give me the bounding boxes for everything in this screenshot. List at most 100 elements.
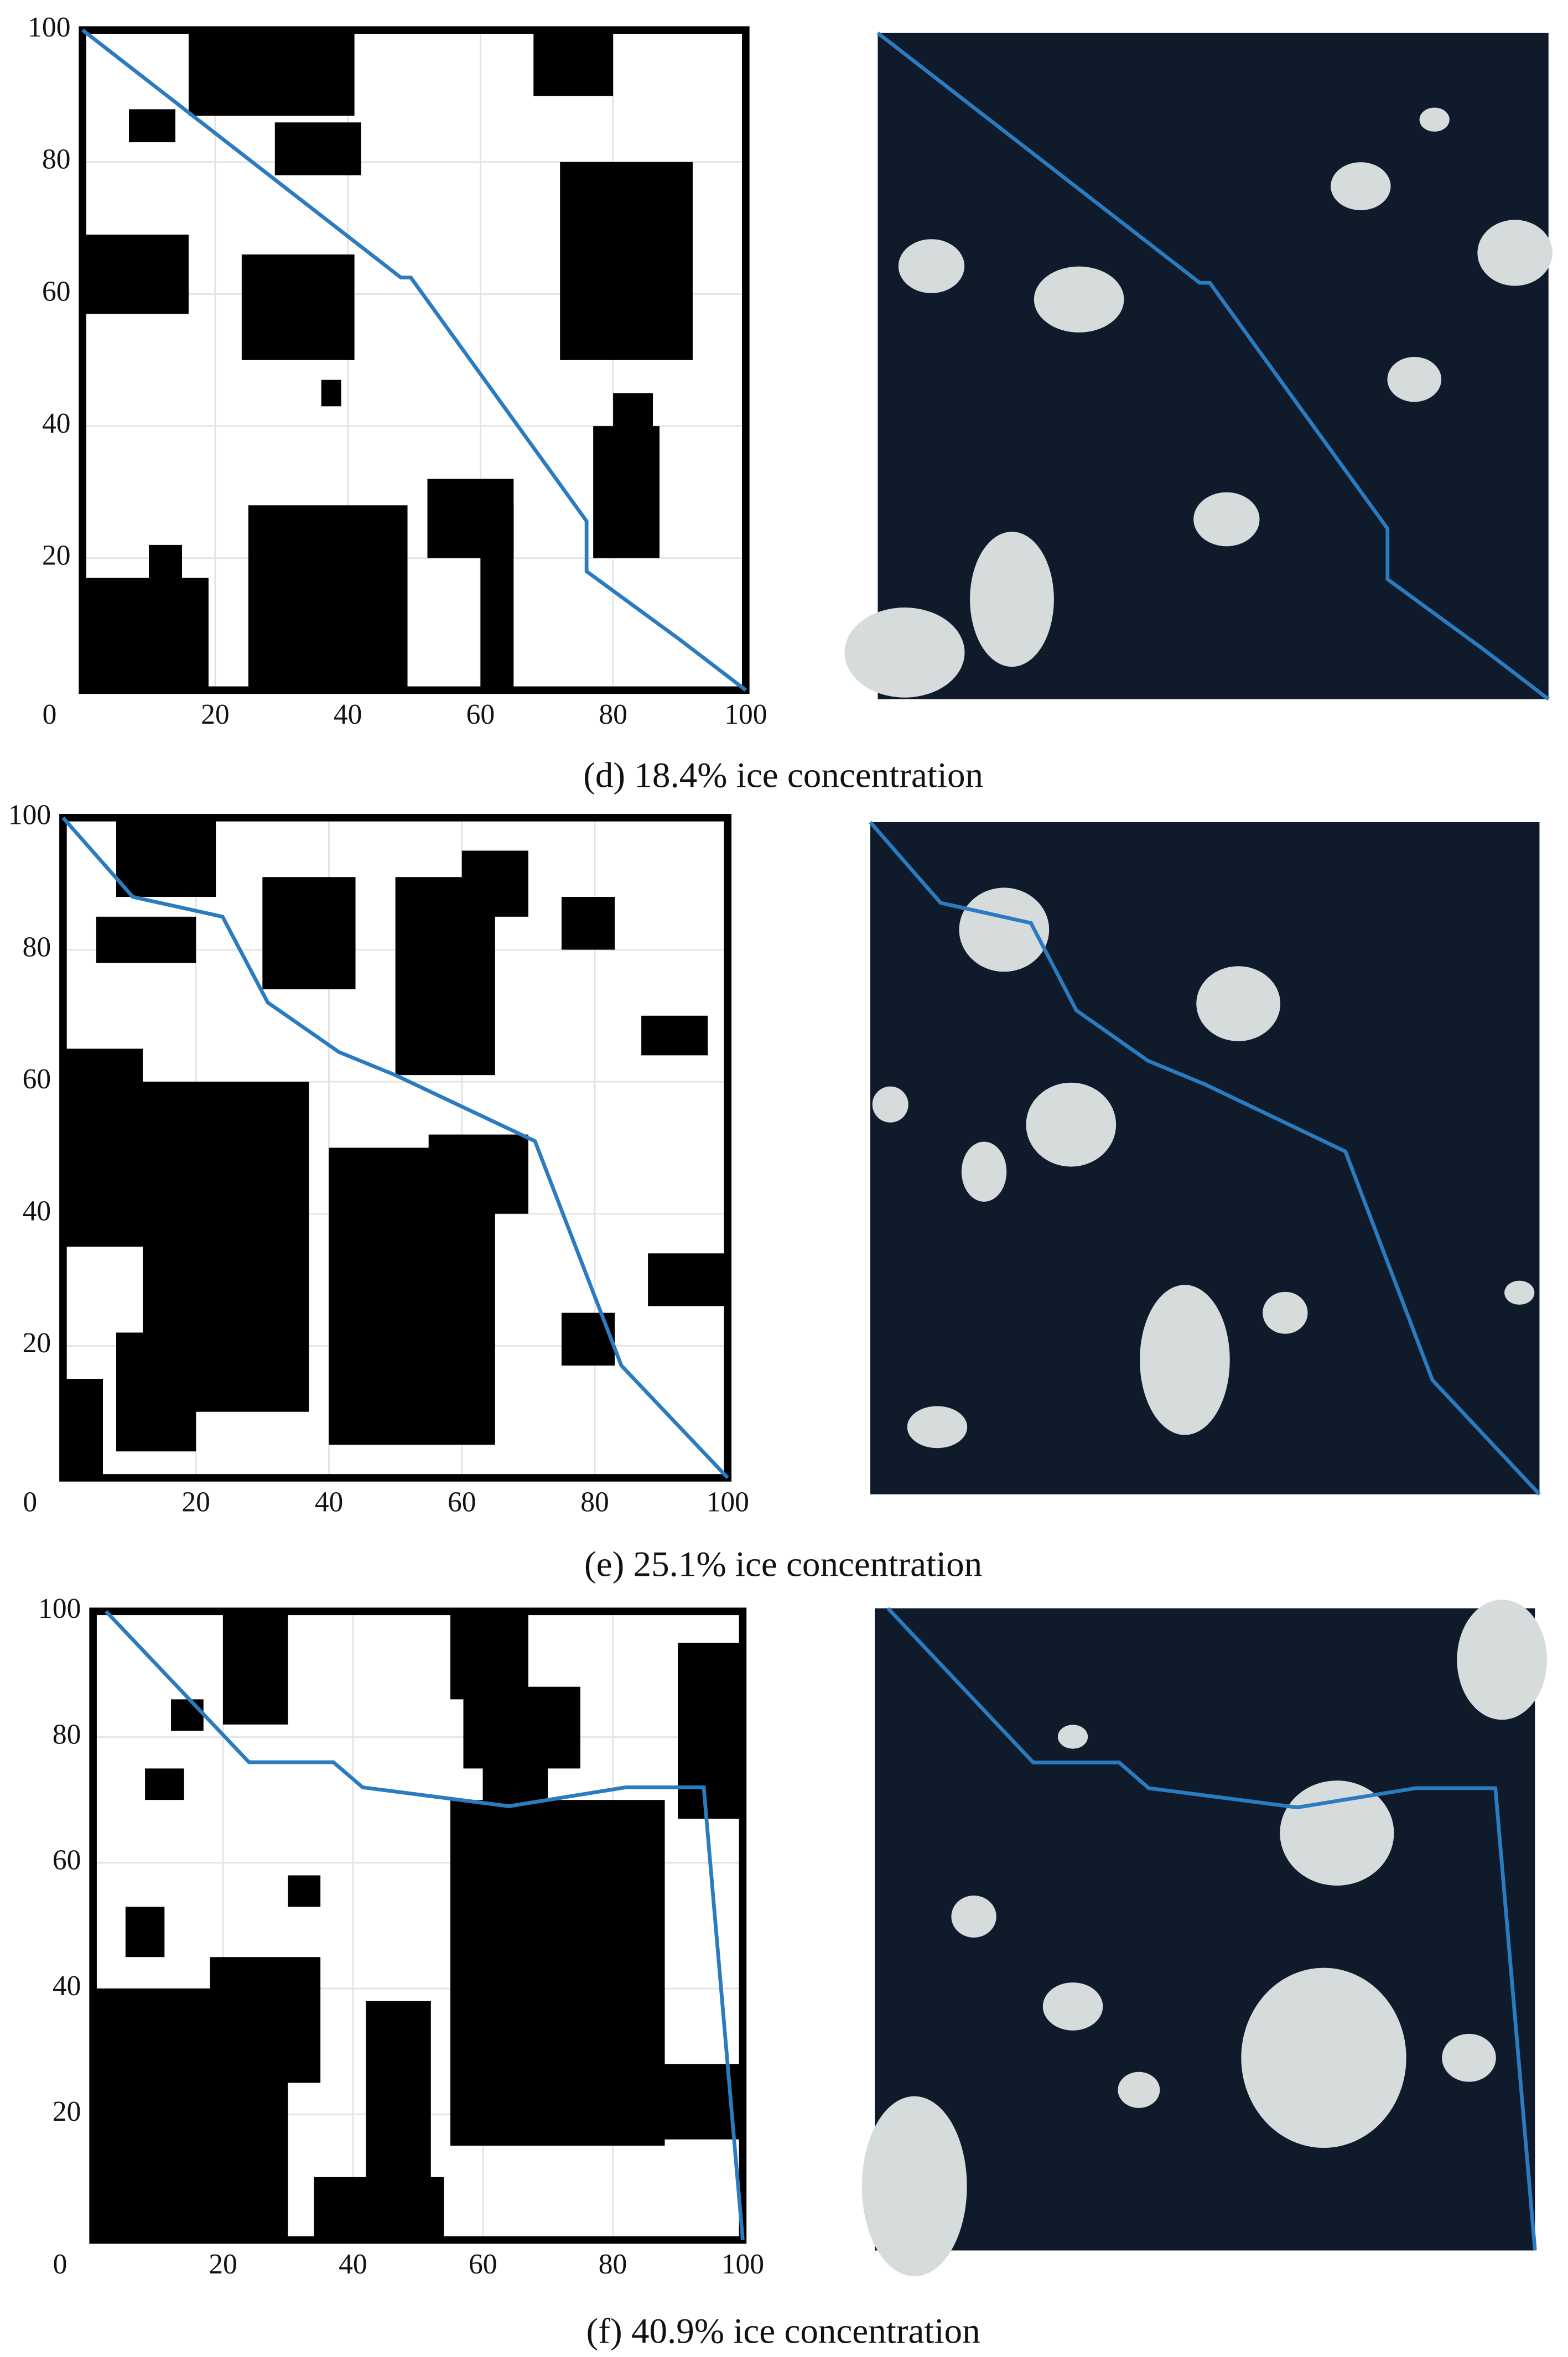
ice-floe bbox=[907, 1406, 968, 1449]
x-tick-label: 100 bbox=[721, 2249, 764, 2280]
map-frame bbox=[79, 26, 750, 694]
obstacle bbox=[613, 393, 653, 492]
ice-floe bbox=[1057, 1725, 1088, 1749]
obstacle bbox=[366, 2001, 431, 2190]
obstacle bbox=[561, 897, 615, 950]
x-tick-label: 40 bbox=[315, 1487, 344, 1518]
x-tick-label: 20 bbox=[181, 1487, 210, 1518]
x-tick-label: 0 bbox=[23, 1487, 37, 1518]
y-tick-label: 60 bbox=[23, 1063, 51, 1095]
x-tick-label: 20 bbox=[209, 2249, 237, 2280]
obstacle bbox=[461, 850, 528, 917]
path-line bbox=[105, 1610, 745, 2240]
obstacle bbox=[560, 162, 693, 360]
ice-floe bbox=[1042, 1982, 1103, 2031]
obstacle bbox=[82, 578, 209, 691]
caption: (f) 40.9% ice concentration bbox=[586, 2311, 980, 2351]
ice-floe bbox=[861, 2096, 967, 2277]
x-tick-label: 60 bbox=[448, 1487, 476, 1518]
obstacle bbox=[116, 817, 216, 897]
obstacle bbox=[145, 1768, 184, 1800]
obstacle bbox=[116, 1332, 196, 1452]
obstacle bbox=[641, 1015, 708, 1056]
obstacle bbox=[63, 1048, 143, 1247]
y-tick-label: 40 bbox=[53, 1970, 81, 2002]
y-tick-label: 20 bbox=[42, 540, 71, 572]
obstacle bbox=[648, 1253, 728, 1306]
ice-floe bbox=[1504, 1280, 1535, 1305]
obstacle bbox=[480, 505, 514, 691]
y-tick-label: 80 bbox=[53, 1719, 81, 1750]
obstacle bbox=[248, 505, 408, 691]
ice-floe bbox=[1193, 492, 1260, 547]
ice-floe bbox=[1263, 1291, 1308, 1334]
x-tick-label: 0 bbox=[43, 699, 57, 730]
ice-floe bbox=[1457, 1600, 1548, 1720]
ice-floe bbox=[1477, 220, 1553, 286]
obstacle bbox=[188, 30, 355, 116]
y-tick-label: 40 bbox=[23, 1196, 51, 1227]
ice-floe bbox=[1034, 266, 1124, 333]
caption: (d) 18.4% ice concentration bbox=[583, 755, 983, 795]
obstacle bbox=[210, 1957, 321, 2083]
y-tick-label: 60 bbox=[53, 1845, 81, 1876]
ice-floe bbox=[898, 239, 965, 293]
obstacle bbox=[96, 916, 196, 963]
obstacle bbox=[677, 1643, 743, 1819]
ice-floe bbox=[872, 1086, 908, 1123]
ice-floe bbox=[1419, 107, 1450, 132]
x-tick-label: 60 bbox=[469, 2249, 497, 2280]
x-tick-label: 0 bbox=[53, 2249, 68, 2280]
y-tick-label: 80 bbox=[23, 931, 51, 963]
ice-floe bbox=[1331, 162, 1391, 210]
obstacle bbox=[321, 380, 341, 407]
obstacle bbox=[288, 1875, 321, 1907]
obstacle bbox=[149, 544, 182, 578]
map-frame bbox=[89, 1607, 747, 2244]
obstacle bbox=[533, 30, 614, 96]
map-frame bbox=[59, 814, 732, 1482]
obstacle bbox=[482, 1749, 548, 1825]
path-line bbox=[81, 28, 747, 692]
ice-floe bbox=[970, 532, 1054, 667]
y-tick-label: 20 bbox=[23, 1327, 51, 1359]
x-tick-label: 100 bbox=[707, 1487, 749, 1518]
image-path bbox=[886, 1607, 1537, 2251]
ice-floe bbox=[1196, 966, 1281, 1041]
ice-floe bbox=[1241, 1967, 1406, 2148]
obstacle bbox=[274, 122, 361, 175]
x-tick-label: 60 bbox=[466, 699, 495, 730]
x-tick-label: 80 bbox=[599, 699, 627, 730]
ice-floe bbox=[951, 1896, 996, 1938]
x-tick-label: 40 bbox=[334, 699, 362, 730]
y-tick-label: 100 bbox=[8, 799, 51, 831]
obstacle bbox=[125, 1907, 165, 1958]
obstacle bbox=[450, 1800, 665, 2146]
y-tick-label: 60 bbox=[42, 276, 71, 307]
ice-floe bbox=[1026, 1082, 1117, 1167]
ice-floe bbox=[844, 608, 965, 698]
ice-floe bbox=[1387, 357, 1442, 402]
caption: (e) 25.1% ice concentration bbox=[584, 1545, 982, 1585]
y-tick-label: 100 bbox=[38, 1593, 81, 1624]
obstacle bbox=[241, 254, 355, 360]
obstacle bbox=[561, 1312, 615, 1366]
ice-floe bbox=[1442, 2033, 1496, 2082]
obstacle bbox=[63, 1379, 103, 1478]
x-tick-label: 80 bbox=[599, 2249, 627, 2280]
obstacle bbox=[129, 109, 175, 143]
obstacle bbox=[262, 877, 356, 990]
x-tick-label: 80 bbox=[580, 1487, 609, 1518]
obstacle bbox=[450, 1611, 528, 1700]
ice-floe bbox=[961, 1141, 1007, 1202]
y-tick-label: 80 bbox=[42, 144, 71, 175]
x-tick-label: 100 bbox=[724, 699, 767, 730]
x-tick-label: 20 bbox=[201, 699, 230, 730]
image-path bbox=[869, 821, 1541, 1496]
y-tick-label: 20 bbox=[53, 2096, 81, 2127]
y-tick-label: 100 bbox=[28, 12, 70, 43]
ice-floe bbox=[1140, 1285, 1230, 1435]
obstacle bbox=[428, 1134, 528, 1214]
obstacle bbox=[222, 1611, 288, 1725]
